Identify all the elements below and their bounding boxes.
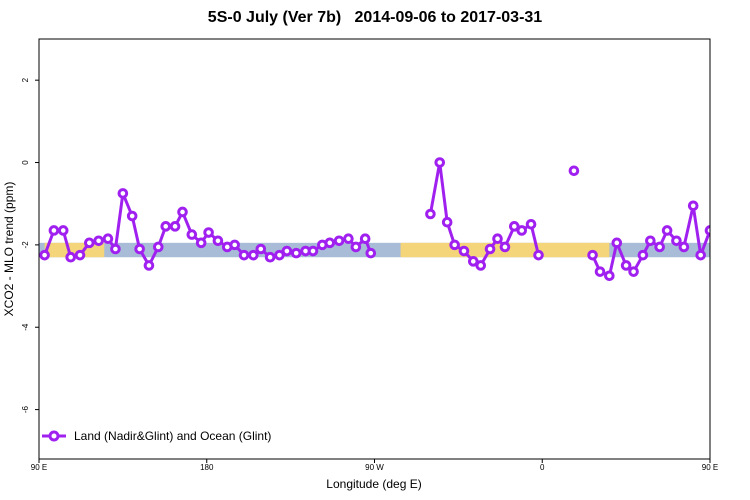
y-tick-label: -4	[21, 323, 30, 331]
y-axis: 2 0 -2 -4 -6	[21, 77, 39, 413]
data-point	[343, 233, 354, 245]
series-line	[591, 204, 710, 278]
data-point	[365, 247, 377, 259]
data-point	[281, 245, 293, 257]
data-point	[177, 206, 188, 218]
x-tick-label: 90 E	[31, 463, 47, 472]
data-point	[594, 266, 606, 277]
data-point	[143, 260, 155, 271]
data-point	[160, 221, 172, 232]
x-tick-label: 90 E	[702, 463, 718, 472]
y-tick-label: 0	[21, 160, 30, 165]
x-axis: 90 E 180 90 W 0 90 E	[31, 459, 718, 472]
data-point	[57, 225, 69, 236]
data-point	[333, 235, 345, 247]
data-point	[274, 249, 285, 261]
data-point	[484, 243, 496, 255]
data-point	[637, 249, 649, 261]
data-point	[611, 237, 623, 249]
data-point	[255, 243, 267, 255]
data-point	[126, 210, 138, 222]
data-point	[84, 237, 95, 249]
y-tick-label: -6	[21, 405, 30, 413]
data-point	[516, 225, 528, 236]
data-point	[661, 225, 673, 236]
data-point	[499, 241, 511, 253]
data-point	[248, 249, 259, 261]
x-tick-label: 180	[200, 463, 214, 472]
data-point	[687, 200, 699, 212]
data-point	[152, 241, 164, 253]
data-point	[740, 239, 748, 247]
x-tick-label: 0	[540, 463, 545, 472]
data-point	[716, 227, 724, 235]
data-point	[508, 221, 520, 232]
x-axis-label: Longitude (deg E)	[326, 477, 421, 491]
data-point	[117, 188, 129, 199]
data-point	[525, 218, 537, 230]
y-tick-label: -2	[21, 241, 30, 249]
data-point	[186, 229, 198, 240]
data-point	[467, 256, 479, 267]
data-point	[65, 251, 76, 263]
data-point	[195, 237, 207, 249]
data-point	[93, 235, 104, 247]
data-point	[307, 245, 319, 257]
data-point	[645, 235, 656, 247]
data-point	[678, 241, 690, 253]
legend-marker	[48, 430, 60, 442]
data-point	[434, 157, 446, 168]
data-point	[604, 270, 615, 282]
data-point	[359, 233, 371, 245]
data-point	[238, 249, 250, 261]
data-point	[350, 241, 362, 253]
data-point	[425, 208, 436, 220]
data-point	[134, 243, 145, 255]
data-point	[492, 233, 503, 245]
data-point	[229, 239, 241, 251]
data-point	[102, 233, 114, 245]
y-axis-label: XCO2 - MLO trend (ppm)	[2, 182, 16, 317]
data-point	[110, 243, 121, 255]
data-point	[628, 266, 639, 277]
chart-title: 5S-0 July (Ver 7b) 2014-09-06 to 2017-03…	[207, 9, 543, 26]
data-point	[169, 221, 181, 232]
data-point	[568, 165, 580, 177]
data-point	[74, 249, 86, 261]
data-point	[723, 255, 731, 263]
legend-label: Land (Nadir&Glint) and Ocean (Glint)	[74, 429, 271, 443]
data-point	[203, 227, 214, 238]
y-tick-label: 2	[21, 77, 30, 82]
data-point	[48, 225, 60, 236]
x-tick-label: 90 W	[365, 463, 384, 472]
data-point	[264, 251, 276, 263]
data-point	[475, 260, 487, 271]
data-point	[533, 249, 544, 261]
data-point	[654, 241, 665, 253]
data-point	[449, 239, 460, 251]
data-point	[458, 245, 470, 257]
series-layer	[39, 157, 748, 282]
data-point	[732, 251, 740, 259]
data-point	[39, 249, 50, 261]
data-point	[620, 260, 632, 271]
band-highlight	[732, 243, 750, 257]
data-point	[324, 237, 336, 249]
data-point	[441, 216, 453, 228]
data-point	[671, 235, 682, 247]
data-point	[290, 247, 302, 259]
data-point	[212, 235, 224, 247]
legend: Land (Nadir&Glint) and Ocean (Glint)	[42, 429, 271, 443]
data-point	[695, 249, 706, 261]
data-point	[587, 249, 598, 261]
data-point	[704, 225, 710, 236]
